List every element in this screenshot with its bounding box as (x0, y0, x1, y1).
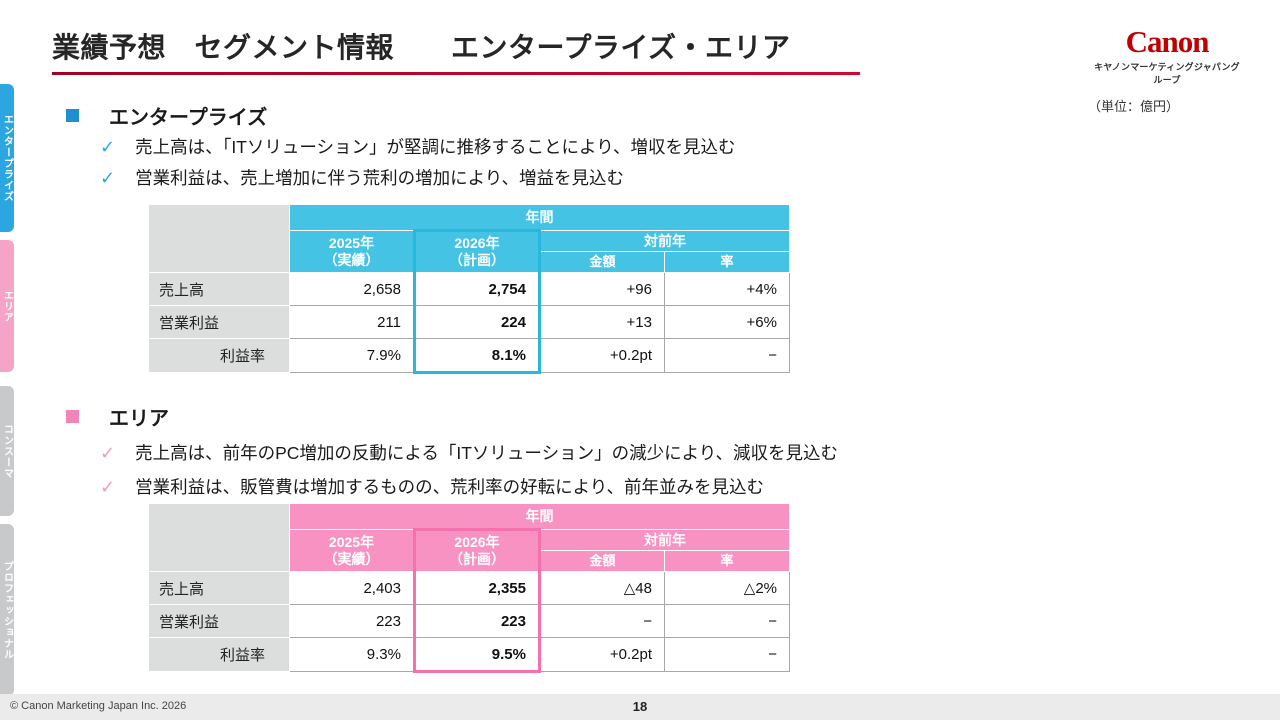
cell-2026: 2,754 (413, 272, 541, 306)
cell-amount: − (539, 604, 665, 638)
cell-2025: 2,403 (289, 571, 415, 605)
table-row: 利益率 9.3% 9.5% +0.2pt − (148, 637, 790, 673)
col-2025-sub: （実績） (323, 550, 380, 567)
bullet-text: 売上高は、「ITソリューション」が堅調に推移することにより、増収を見込む (135, 137, 736, 157)
check-icon: ✓ (100, 443, 116, 463)
row-label: 営業利益 (148, 305, 290, 339)
copyright-text: © Canon Marketing Japan Inc. 2026 (10, 700, 187, 712)
amount-header: 金額 (539, 251, 665, 273)
table-corner (148, 503, 290, 572)
cell-rate: − (664, 604, 790, 638)
canon-logo-subtitle: キヤノンマーケティングジャパングループ (1094, 62, 1240, 85)
row-label: 売上高 (148, 272, 290, 306)
sidebar-item-area: エリア (0, 240, 14, 372)
bullet-item: ✓ 売上高は、前年のPC増加の反動による「ITソリューション」の減少により、減収… (100, 436, 838, 470)
cell-2025: 9.3% (289, 637, 415, 672)
bullet-item: ✓ 営業利益は、売上増加に伴う荒利の増加により、増益を見込む (100, 163, 736, 194)
table-row: 営業利益 223 223 − − (148, 604, 790, 638)
enterprise-section-heading: エンタープライズ (66, 101, 267, 130)
area-bullets: ✓ 売上高は、前年のPC増加の反動による「ITソリューション」の減少により、減収… (100, 436, 838, 504)
col-2025-year: 2025年 (328, 234, 375, 251)
row-label: 利益率 (148, 338, 290, 373)
cell-amount: △48 (539, 571, 665, 605)
page-title: 業績予想 セグメント情報 エンタープライズ・エリア (52, 32, 791, 63)
col-2025-year: 2025年 (328, 533, 375, 550)
area-heading-label: エリア (109, 408, 169, 430)
col-2026-year: 2026年 (454, 534, 500, 551)
col-2025-header: 2025年 （実績） (289, 529, 415, 572)
check-icon: ✓ (100, 477, 116, 497)
sidebar-item-enterprise: エンタープライズ (0, 84, 14, 232)
enterprise-heading-label: エンタープライズ (109, 107, 268, 129)
table-row: 利益率 7.9% 8.1% +0.2pt − (148, 338, 790, 374)
cell-2026: 224 (413, 305, 541, 339)
bullet-text: 営業利益は、売上増加に伴う荒利の増加により、増益を見込む (135, 168, 625, 188)
cell-rate: − (664, 637, 790, 672)
col-2025-sub: （実績） (323, 251, 380, 268)
area-table: 年間 2025年 （実績） 2026年 （計画） 対前年 金額 率 売上高 2,… (148, 503, 790, 673)
cell-rate: +6% (664, 305, 790, 339)
col-2026-sub: （計画） (449, 551, 505, 567)
period-header: 年間 (289, 503, 790, 530)
col-2026-year: 2026年 (454, 235, 500, 252)
title-underline (52, 72, 860, 75)
row-label: 売上高 (148, 571, 290, 605)
cell-2025: 2,658 (289, 272, 415, 306)
cell-2026: 2,355 (413, 571, 541, 605)
table-row: 営業利益 211 224 +13 +6% (148, 305, 790, 339)
sidebar-item-professional: プロフェッショナル (0, 524, 14, 696)
rate-header: 率 (664, 251, 790, 273)
cell-2026: 223 (413, 604, 541, 638)
table-row: 売上高 2,658 2,754 +96 +4% (148, 272, 790, 306)
period-header: 年間 (289, 204, 790, 231)
enterprise-bullets: ✓ 売上高は、「ITソリューション」が堅調に推移することにより、増収を見込む ✓… (100, 132, 736, 194)
col-2026-header: 2026年 （計画） (413, 528, 541, 572)
cell-rate: − (664, 338, 790, 373)
check-icon: ✓ (100, 137, 116, 157)
cell-amount: +0.2pt (539, 338, 665, 373)
area-section-heading: エリア (66, 402, 169, 431)
cell-amount: +0.2pt (539, 637, 665, 672)
yoy-header: 対前年 (539, 529, 790, 551)
cell-amount: +96 (539, 272, 665, 306)
unit-label: （単位：億円） (1088, 99, 1180, 114)
amount-header: 金額 (539, 550, 665, 572)
square-bullet-icon (66, 109, 79, 122)
cell-amount: +13 (539, 305, 665, 339)
sidebar-item-consumer: コンスーマ (0, 386, 14, 516)
cell-2026: 9.5% (413, 637, 541, 673)
square-bullet-icon (66, 410, 79, 423)
row-label: 営業利益 (148, 604, 290, 638)
row-label: 利益率 (148, 637, 290, 672)
cell-rate: △2% (664, 571, 790, 605)
bullet-text: 営業利益は、販管費は増加するものの、荒利率の好転により、前年並みを見込む (135, 477, 765, 497)
bullet-item: ✓ 売上高は、「ITソリューション」が堅調に推移することにより、増収を見込む (100, 132, 736, 163)
table-corner (148, 204, 290, 273)
col-2026-header: 2026年 （計画） (413, 229, 541, 273)
rate-header: 率 (664, 550, 790, 572)
cell-2025: 7.9% (289, 338, 415, 373)
col-2025-header: 2025年 （実績） (289, 230, 415, 273)
cell-2025: 223 (289, 604, 415, 638)
canon-logo: Canon キヤノンマーケティングジャパングループ (1092, 26, 1242, 86)
col-2026-sub: （計画） (449, 252, 505, 268)
canon-logo-wordmark: Canon (1125, 24, 1210, 59)
check-icon: ✓ (100, 168, 116, 188)
yoy-header: 対前年 (539, 230, 790, 252)
table-row: 売上高 2,403 2,355 △48 △2% (148, 571, 790, 605)
cell-rate: +4% (664, 272, 790, 306)
cell-2025: 211 (289, 305, 415, 339)
page-number: 18 (632, 699, 648, 714)
bullet-text: 売上高は、前年のPC増加の反動による「ITソリューション」の減少により、減収を見… (135, 443, 839, 463)
slide-footer: © Canon Marketing Japan Inc. 2026 18 (0, 694, 1280, 720)
cell-2026: 8.1% (413, 338, 541, 374)
enterprise-table: 年間 2025年 （実績） 2026年 （計画） 対前年 金額 率 売上高 2,… (148, 204, 790, 374)
bullet-item: ✓ 営業利益は、販管費は増加するものの、荒利率の好転により、前年並みを見込む (100, 470, 838, 504)
